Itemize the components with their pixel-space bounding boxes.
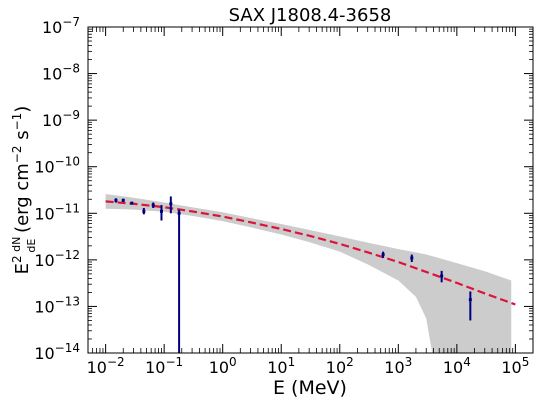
- x-tick-label: 10−2: [87, 355, 125, 377]
- point-marker: [177, 211, 181, 215]
- point-marker: [151, 203, 155, 207]
- y-tick-label: 10−10: [34, 155, 80, 177]
- x-tick-label: 10−1: [145, 355, 183, 377]
- data-point: [468, 291, 472, 321]
- x-tick-label: 104: [443, 355, 471, 377]
- data-point: [169, 196, 173, 214]
- data-point: [159, 205, 163, 221]
- plot-frame: [87, 26, 534, 354]
- axes-layer: 10−2 10−1 100 101 102 103 104 105 10−14 10−13 10−1…: [34, 15, 534, 377]
- point-marker: [159, 209, 163, 213]
- y-tick-label: 10−14: [34, 341, 80, 363]
- point-marker: [130, 201, 134, 205]
- point-marker: [440, 274, 444, 278]
- point-marker: [142, 209, 146, 213]
- data-point: [121, 198, 125, 202]
- x-tick-label: 101: [267, 355, 295, 377]
- point-marker: [169, 202, 173, 206]
- uncertainty-band-layer: [105, 193, 512, 353]
- chart-title: SAX J1808.4-3658: [229, 5, 392, 26]
- x-tick-label: 102: [326, 355, 354, 377]
- data-point: [142, 207, 146, 215]
- point-marker: [121, 198, 125, 202]
- model-curve-layer: [105, 200, 516, 306]
- data-point: [440, 270, 444, 283]
- data-point: [151, 202, 155, 208]
- x-tick-label: 100: [209, 355, 237, 377]
- point-marker: [410, 256, 414, 260]
- x-axis-title: E (MeV): [273, 377, 347, 399]
- y-tick-label: 10−7: [42, 15, 80, 37]
- uncertainty-band: [105, 193, 512, 353]
- y-tick-label: 10−9: [42, 108, 80, 130]
- data-points-layer: [114, 196, 472, 353]
- y-axis-title: E2 dN dE (erg cm−2 s−1): [10, 106, 38, 275]
- point-marker: [114, 198, 118, 202]
- data-point: [114, 198, 118, 203]
- x-tick-label: 105: [501, 355, 529, 377]
- data-point: [381, 251, 385, 258]
- x-tick-label: 103: [384, 355, 412, 377]
- point-marker: [468, 298, 472, 302]
- data-point: [410, 254, 414, 262]
- point-marker: [381, 253, 385, 257]
- y-tick-label: 10−11: [34, 201, 80, 223]
- data-point: [177, 209, 181, 353]
- y-tick-label: 10−12: [34, 248, 80, 270]
- data-point: [130, 201, 134, 205]
- y-tick-label: 10−13: [34, 294, 80, 316]
- model-curve: [105, 200, 516, 306]
- y-tick-label: 10−8: [42, 62, 80, 84]
